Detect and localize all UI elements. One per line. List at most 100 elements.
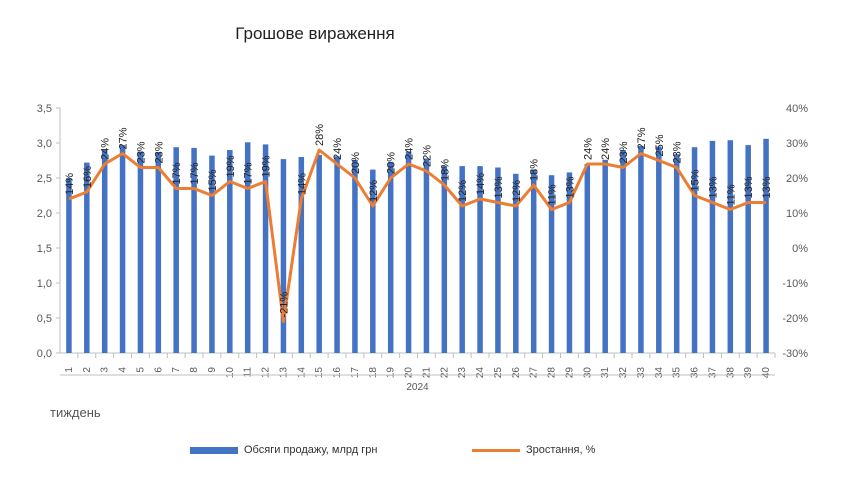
- bar-sales: [620, 150, 626, 353]
- legend-label-sales: Обсяги продажу, млрд грн: [244, 444, 378, 456]
- data-label-growth: 14%: [475, 173, 487, 195]
- legend-swatch-sales: [190, 446, 238, 454]
- x-tick-label: 36: [690, 367, 701, 379]
- bar-sales: [745, 145, 751, 353]
- data-label-growth: 17%: [243, 162, 255, 184]
- data-label-growth: 13%: [564, 176, 576, 198]
- x-tick-label: 30: [582, 367, 593, 379]
- y-right-tick-label: -10%: [782, 278, 808, 290]
- x-tick-label: 14: [296, 367, 307, 379]
- x-tick-label: 13: [278, 367, 289, 379]
- data-label-growth: 11%: [547, 184, 559, 205]
- legend-label-growth: Зростання, %: [526, 444, 596, 456]
- x-tick-label: 33: [636, 367, 647, 379]
- x-tick-label: 12: [261, 367, 272, 379]
- x-tick-label: 28: [547, 367, 558, 379]
- series-line-growth: [68, 148, 767, 323]
- x-tick-label: 18: [368, 367, 379, 379]
- data-label-growth: 27%: [118, 127, 130, 149]
- data-label-growth: 19%: [225, 155, 237, 177]
- y-left-tick-label: 0,0: [37, 348, 52, 360]
- data-label-growth: 15%: [207, 169, 219, 191]
- data-label-growth: 17%: [171, 162, 183, 184]
- bar-sales: [441, 166, 448, 353]
- x-tick-label: 37: [707, 367, 718, 379]
- bar-sales: [352, 159, 358, 353]
- x-tick-label: 34: [654, 367, 665, 379]
- bar-sales: [513, 173, 519, 353]
- bar-sales: [566, 172, 573, 353]
- bar-sales: [101, 150, 108, 353]
- x-tick-label: 9: [207, 367, 218, 373]
- y-left-tick-label: 2,5: [37, 173, 52, 185]
- x-tick-label: 11: [243, 367, 254, 378]
- data-label-growth: 14%: [64, 173, 76, 195]
- bar-sales: [137, 151, 144, 353]
- data-label-growth: 24%: [404, 138, 416, 160]
- bar-sales: [66, 178, 72, 353]
- x-tick-label: 31: [600, 367, 611, 379]
- bar-sales: [477, 166, 483, 353]
- legend-item-growth: Зростання, %: [472, 444, 595, 456]
- y-left-tick-label: 2,0: [37, 208, 52, 220]
- data-label-growth: 22%: [421, 145, 433, 167]
- x-tick-label: 24: [475, 367, 486, 379]
- data-label-growth: 13%: [743, 176, 755, 198]
- data-label-growth: 12%: [511, 180, 523, 202]
- y-left-tick-label: 3,5: [37, 103, 52, 115]
- bar-sales: [227, 150, 233, 353]
- data-label-growth: 20%: [350, 152, 362, 174]
- data-label-growth: 18%: [529, 159, 541, 181]
- y-right-tick-label: 40%: [786, 103, 808, 115]
- x-tick-label: 4: [118, 367, 129, 373]
- x-tick-label: 29: [564, 367, 575, 379]
- x-tick-label: 5: [135, 367, 146, 373]
- x-tick-label: 39: [743, 367, 754, 379]
- legend-item-sales: Обсяги продажу, млрд грн: [190, 444, 377, 456]
- data-label-growth: 18%: [439, 159, 451, 181]
- y-right-tick-label: -20%: [782, 313, 808, 325]
- data-label-growth: 23%: [618, 141, 630, 163]
- y-left-tick-label: 1,5: [37, 243, 52, 255]
- x-tick-label: 15: [314, 367, 325, 379]
- data-label-growth: 15%: [690, 169, 702, 191]
- data-label-growth: 17%: [189, 162, 201, 184]
- x-tick-label: 6: [153, 367, 164, 373]
- data-label-growth: 13%: [493, 176, 505, 198]
- x-tick-label: 3: [100, 367, 111, 373]
- bar-sales: [727, 140, 734, 353]
- x-tick-label: 23: [457, 367, 468, 379]
- bar-sales: [709, 140, 716, 353]
- data-label-growth: 19%: [261, 155, 273, 177]
- x-tick-label: 16: [332, 367, 343, 379]
- bar-sales: [673, 154, 680, 353]
- bar-sales: [262, 144, 269, 353]
- x-tick-label: 2: [82, 367, 93, 373]
- bar-sales: [334, 156, 340, 353]
- y-right-tick-label: 20%: [786, 173, 808, 185]
- data-label-growth: 25%: [654, 134, 666, 156]
- chart-title: Грошове вираження: [235, 24, 395, 43]
- y-left-tick-label: 1,0: [37, 278, 52, 290]
- bar-sales: [423, 158, 430, 353]
- bar-sales: [84, 162, 90, 353]
- x-tick-label: 17: [350, 367, 361, 379]
- x-tick-label: 21: [421, 367, 432, 379]
- data-label-growth: 16%: [82, 166, 94, 188]
- bar-sales: [209, 155, 215, 353]
- data-label-growth: 28%: [314, 124, 326, 146]
- x-tick-label: 7: [171, 367, 182, 373]
- data-label-growth: 23%: [672, 141, 684, 163]
- data-label-growth: 27%: [636, 127, 648, 149]
- data-label-growth: 24%: [332, 138, 344, 160]
- x-tick-label: 10: [225, 367, 236, 379]
- bar-sales: [602, 159, 608, 353]
- bar-sales: [173, 147, 179, 353]
- x-tick-label: 35: [672, 367, 683, 379]
- data-label-growth: 23%: [135, 141, 147, 163]
- bar-sales: [280, 159, 287, 353]
- bar-sales: [548, 175, 555, 353]
- bar-sales: [459, 166, 465, 353]
- data-label-growth: -21%: [278, 292, 290, 318]
